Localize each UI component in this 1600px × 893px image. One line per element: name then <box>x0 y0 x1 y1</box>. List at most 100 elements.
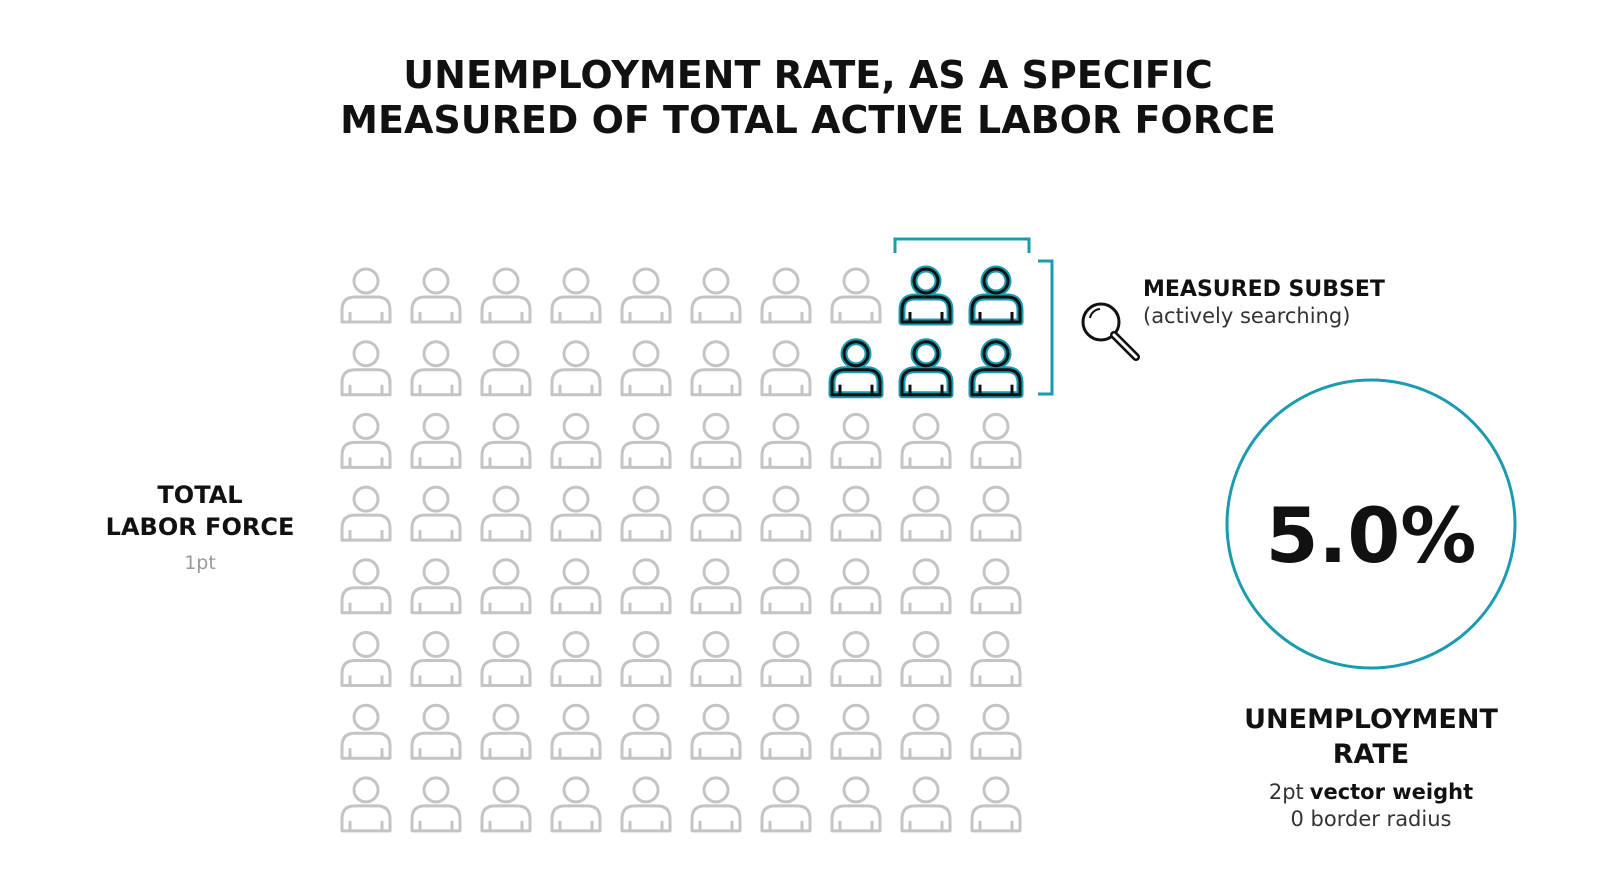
person-icon <box>830 558 882 615</box>
person-icon <box>620 703 672 760</box>
person-icon <box>480 631 532 687</box>
person-icon <box>340 485 392 542</box>
rate-label: RATE <box>1333 739 1409 770</box>
person-icon <box>830 485 882 542</box>
person-icon-highlighted <box>828 338 884 399</box>
person-icon <box>340 267 392 324</box>
person-icon <box>340 558 392 615</box>
person-icon <box>760 703 812 760</box>
person-icon <box>970 703 1022 760</box>
person-icon <box>760 485 812 542</box>
labor-force-label: LABOR FORCE <box>106 513 295 541</box>
rate-note-part: vector weight <box>1310 780 1473 804</box>
person-icon <box>900 558 952 615</box>
title-line: MEASURED OF TOTAL ACTIVE LABOR FORCE <box>340 98 1276 142</box>
person-icon <box>690 776 742 833</box>
person-icon <box>830 703 882 760</box>
person-icon <box>970 485 1022 542</box>
person-icon <box>480 340 532 397</box>
person-icon <box>900 412 952 469</box>
person-icon-highlighted <box>968 265 1024 326</box>
person-icon <box>340 340 392 397</box>
person-icon <box>620 485 672 542</box>
person-icon <box>690 703 742 760</box>
rate-value: 5.0% <box>1266 491 1477 580</box>
person-icon <box>410 631 462 687</box>
person-icon <box>620 631 672 687</box>
labor-force-label: TOTAL <box>157 481 242 509</box>
person-icon <box>970 776 1022 833</box>
person-icon <box>690 631 742 687</box>
person-icon <box>410 267 462 324</box>
person-icon <box>550 485 602 542</box>
person-icon-highlighted <box>968 338 1024 399</box>
person-icon <box>970 558 1022 615</box>
person-icon-highlighted <box>898 265 954 326</box>
person-icon <box>480 776 532 833</box>
person-icon <box>410 340 462 397</box>
person-icon <box>550 703 602 760</box>
person-icon <box>480 485 532 542</box>
person-icon <box>690 558 742 615</box>
person-icon <box>830 776 882 833</box>
rate-note: 2pt vector weight <box>1269 780 1473 804</box>
person-icon <box>900 485 952 542</box>
person-icon <box>550 267 602 324</box>
person-icon <box>550 558 602 615</box>
icon-grid <box>340 265 1024 833</box>
person-icon <box>970 412 1022 469</box>
person-icon <box>760 412 812 469</box>
person-icon <box>550 776 602 833</box>
person-icon <box>340 412 392 469</box>
magnifier-icon <box>1081 302 1140 361</box>
person-icon <box>690 267 742 324</box>
person-icon <box>690 412 742 469</box>
person-icon <box>830 267 882 324</box>
person-icon <box>410 703 462 760</box>
person-icon <box>480 558 532 615</box>
person-icon <box>760 558 812 615</box>
person-icon <box>410 485 462 542</box>
person-icon <box>410 412 462 469</box>
person-icon <box>410 558 462 615</box>
person-icon <box>760 631 812 687</box>
person-icon <box>480 412 532 469</box>
person-icon <box>620 340 672 397</box>
person-icon <box>690 485 742 542</box>
person-icon <box>760 776 812 833</box>
person-icon <box>340 631 392 687</box>
person-icon <box>760 267 812 324</box>
person-icon <box>480 267 532 324</box>
rate-note: 0 border radius <box>1291 807 1452 831</box>
person-icon <box>970 631 1022 687</box>
person-icon <box>340 776 392 833</box>
person-icon <box>830 631 882 687</box>
person-icon <box>340 703 392 760</box>
person-icon <box>620 558 672 615</box>
person-icon <box>900 776 952 833</box>
person-icon <box>550 412 602 469</box>
rate-label: UNEMPLOYMENT <box>1244 704 1498 735</box>
person-icon <box>620 776 672 833</box>
person-icon <box>550 340 602 397</box>
person-icon <box>480 703 532 760</box>
person-icon <box>830 412 882 469</box>
person-icon <box>900 631 952 687</box>
person-icon <box>760 340 812 397</box>
bracket-top <box>893 237 1031 253</box>
person-icon <box>410 776 462 833</box>
subset-note: (actively searching) <box>1143 304 1350 328</box>
title-line: UNEMPLOYMENT RATE, AS A SPECIFIC <box>403 53 1212 97</box>
rate-circle <box>1225 378 1517 670</box>
rate-note-part: 2pt <box>1269 780 1304 804</box>
person-icon <box>900 703 952 760</box>
person-icon <box>620 412 672 469</box>
person-icon <box>690 340 742 397</box>
bracket-right <box>1038 259 1054 396</box>
person-icon <box>550 631 602 687</box>
person-icon-highlighted <box>898 338 954 399</box>
person-icon <box>620 267 672 324</box>
